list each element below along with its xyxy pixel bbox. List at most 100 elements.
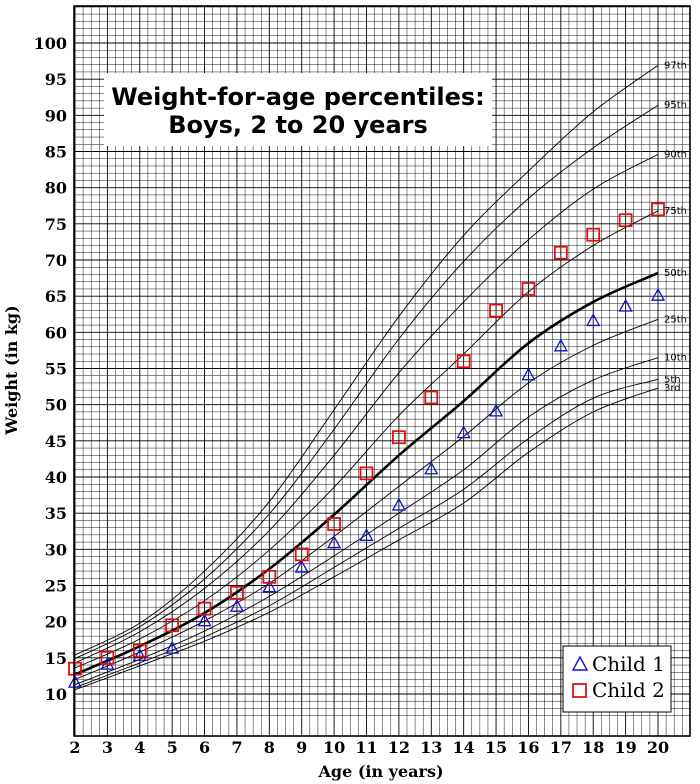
child-1-point [424, 461, 439, 475]
child-2-point [68, 661, 82, 676]
x-tick-label: 13 [420, 738, 442, 757]
x-tick-label: 10 [323, 738, 345, 757]
child-2-point [165, 618, 180, 633]
child-2-point [327, 517, 342, 531]
axis-ticks: 2 3 4 5 6 7 8 9 10 11 12 13 14 15 16 17 18 19 201015202530… [34, 34, 670, 757]
y-tick-label: 10 [45, 685, 67, 704]
x-tick-label: 5 [167, 738, 178, 757]
x-tick-label: 19 [614, 738, 636, 757]
child-2-point [651, 202, 665, 217]
x-tick-label: 14 [453, 738, 475, 757]
percentile-curve-5th [74, 378, 659, 688]
percentile-label-95th: 95th [664, 100, 687, 111]
child-2-point [553, 245, 568, 260]
child-1-point [165, 640, 180, 654]
y-tick-label: 35 [45, 504, 67, 523]
legend-marker-child-1 [571, 655, 589, 671]
y-tick-label: 60 [45, 323, 67, 342]
y-tick-label: 100 [34, 34, 67, 53]
x-tick-label: 9 [296, 738, 307, 757]
child-1-point [197, 613, 212, 627]
child-1-point [132, 648, 147, 662]
child-2-point [132, 643, 147, 658]
x-tick-label: 7 [231, 738, 242, 757]
percentile-label-50th: 50th [664, 268, 687, 279]
percentile-curve-50th [74, 271, 659, 676]
child-2-point [489, 303, 503, 318]
child-2-point [359, 466, 374, 481]
percentile-curve-97th [74, 65, 659, 656]
child-2-point [262, 569, 277, 584]
x-tick-label: 8 [264, 738, 275, 757]
y-tick-label: 50 [45, 396, 67, 415]
plot-frame [73, 5, 691, 737]
child-2-point [294, 547, 309, 562]
y-tick-label: 45 [45, 432, 67, 451]
legend: Child 1 Child 2 [562, 645, 672, 713]
percentile-curve-90th [74, 153, 659, 664]
percentile-label-97th: 97th [664, 60, 687, 71]
chart-subtitle: Boys, 2 to 20 years [168, 111, 428, 139]
x-tick-label: 17 [550, 738, 572, 757]
child-2-point [391, 430, 406, 445]
child-1-point [586, 313, 601, 327]
y-axis-label: Weight (in kg) [2, 305, 21, 435]
x-tick-label: 6 [199, 738, 210, 757]
y-tick-label: 80 [45, 179, 67, 198]
percentile-curve-25th [74, 318, 659, 680]
y-tick-label: 85 [45, 143, 67, 162]
y-tick-label: 15 [45, 649, 67, 668]
chart-title-box: Weight-for-age percentiles: Boys, 2 to 2… [104, 73, 492, 146]
y-tick-label: 65 [45, 287, 67, 306]
y-tick-label: 75 [45, 215, 67, 234]
percentile-label-25th: 25th [664, 314, 687, 325]
y-tick-label: 95 [45, 70, 67, 89]
percentile-curves [74, 65, 659, 691]
child-2-point [521, 282, 536, 296]
legend-label-child-1: Child 1 [592, 652, 665, 676]
percentile-curve-95th [74, 104, 659, 659]
y-tick-label: 25 [45, 577, 67, 596]
y-tick-label: 20 [45, 613, 67, 632]
percentile-label-5th: 5th [664, 374, 681, 385]
child-1-point [67, 674, 83, 688]
child-1-point [262, 579, 277, 593]
percentile-label-3rd: 3rd [664, 383, 681, 394]
child-1-point [618, 298, 633, 312]
x-tick-label: 16 [517, 738, 539, 757]
legend-marker-child-2 [572, 683, 587, 698]
child-1-point [294, 559, 309, 573]
x-tick-label: 11 [355, 738, 377, 757]
x-tick-label: 12 [388, 738, 410, 757]
child-2-point [230, 585, 244, 600]
percentile-label-75th: 75th [664, 206, 687, 217]
child-1-point [391, 497, 406, 511]
x-tick-label: 20 [647, 738, 669, 757]
data-markers [67, 202, 666, 688]
child-2-point [456, 354, 471, 369]
y-tick-label: 40 [45, 468, 67, 487]
child-1-point [327, 535, 342, 549]
x-tick-label: 18 [582, 738, 604, 757]
child-1-point [521, 367, 536, 381]
x-tick-label: 3 [102, 738, 113, 757]
child-2-point [618, 213, 633, 228]
y-tick-label: 90 [45, 106, 67, 125]
percentile-label-90th: 90th [664, 149, 687, 160]
x-tick-label: 2 [69, 738, 80, 757]
child-1-point [229, 598, 245, 612]
y-tick-label: 55 [45, 360, 67, 379]
child-2-point [100, 650, 115, 665]
child-1-point [488, 403, 504, 417]
child-1-point [359, 527, 374, 541]
child-1-point [553, 338, 568, 352]
child-2-point [586, 227, 601, 242]
percentile-curve-75th [74, 210, 659, 669]
x-tick-label: 15 [485, 738, 507, 757]
y-tick-label: 70 [45, 251, 67, 270]
child-1-point [456, 425, 471, 439]
x-axis-label: Age (in years) [317, 762, 443, 781]
percentile-label-10th: 10th [664, 353, 687, 364]
